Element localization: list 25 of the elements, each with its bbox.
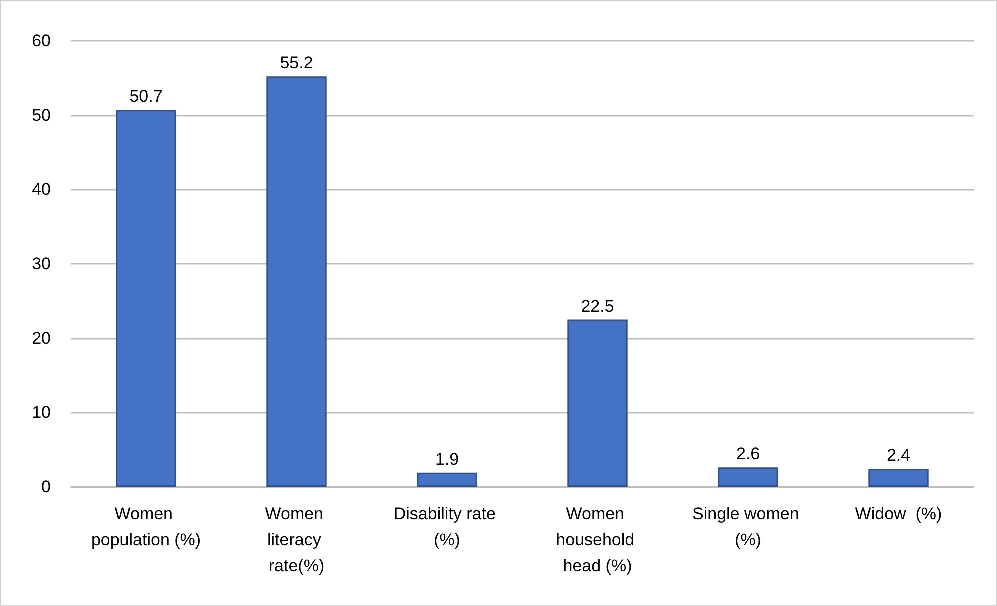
- x-tick-label: Single women (%): [692, 504, 804, 550]
- y-tick-label: 20: [32, 328, 51, 348]
- y-tick-label: 30: [32, 254, 51, 274]
- data-label: 55.2: [280, 54, 314, 73]
- bar: [868, 469, 929, 487]
- bar: [116, 110, 176, 487]
- bar: [417, 472, 478, 487]
- x-tick-label: Disability rate (%): [394, 504, 501, 550]
- x-tick-label: Women literacy rate(%): [265, 504, 328, 576]
- bar: [266, 76, 327, 487]
- x-tick-label: Women population (%): [91, 504, 202, 550]
- x-tick-label: Widow (%): [855, 504, 942, 524]
- data-label: 2.6: [736, 444, 760, 464]
- y-tick-label: 0: [42, 478, 51, 496]
- data-label: 2.4: [886, 446, 911, 466]
- y-tick-label: 40: [32, 180, 51, 200]
- x-tick-label: Women household head (%): [556, 504, 640, 576]
- y-tick-label: 10: [32, 403, 51, 422]
- bar: [718, 468, 778, 487]
- y-tick-label: 60: [32, 32, 51, 50]
- data-label: 1.9: [435, 450, 460, 469]
- y-tick-label: 50: [32, 106, 51, 125]
- bar: [568, 320, 628, 487]
- data-label: 50.7: [130, 87, 163, 106]
- data-label: 22.5: [581, 296, 614, 316]
